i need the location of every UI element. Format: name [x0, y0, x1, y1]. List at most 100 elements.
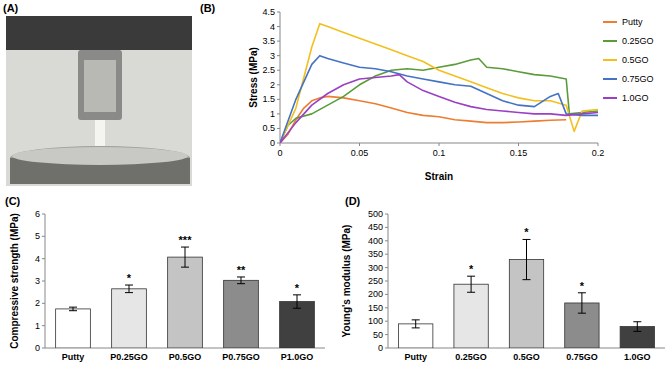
y-tick-label: 2 [35, 298, 40, 308]
y-tick-label: 450 [368, 222, 383, 232]
y-tick [42, 348, 45, 349]
error-bar [293, 295, 301, 308]
y-tick-label: 3 [270, 51, 275, 61]
y-tick-label: 400 [368, 236, 383, 246]
photo-crosshead [6, 16, 192, 50]
error-stem [526, 239, 527, 279]
y-tick [385, 334, 388, 335]
x-tick-label: 0.75GO [566, 352, 598, 362]
error-cap [69, 310, 77, 311]
error-cap [237, 283, 245, 284]
bar [112, 289, 147, 348]
y-tick-label: 300 [368, 263, 383, 273]
y-tick-label: 6 [35, 209, 40, 219]
y-axis-label: Stress (MPa) [248, 47, 259, 108]
y-tick [385, 227, 388, 228]
error-bar [237, 277, 245, 284]
y-tick [277, 26, 280, 27]
photo-platen-top [12, 147, 188, 165]
error-cap [125, 292, 133, 293]
y-tick-label: 350 [368, 249, 383, 259]
y-tick [42, 325, 45, 326]
legend-swatch [603, 97, 617, 99]
series-line [280, 56, 598, 143]
y-tick-label: 2 [270, 80, 275, 90]
legend-swatch [603, 40, 617, 42]
significance: * [127, 272, 132, 284]
legend-label: Putty [622, 17, 643, 27]
error-cap [181, 267, 189, 268]
bar [168, 257, 203, 348]
x-tick-label: P0.5GO [169, 352, 202, 362]
x-tick [359, 143, 360, 146]
error-stem [73, 307, 74, 311]
panel-label: (A) [3, 2, 19, 14]
x-axis-label: Strain [425, 171, 453, 182]
significance: * [580, 280, 585, 292]
error-stem [581, 293, 582, 313]
x-tick-label: 0.05 [351, 148, 369, 158]
error-cap [523, 239, 531, 240]
plot-area [280, 24, 598, 143]
x-tick-label: Putty [404, 352, 427, 362]
error-cap [181, 247, 189, 248]
error-cap [69, 307, 77, 308]
x-tick-label: 0.15 [510, 148, 528, 158]
x-tick-label: 0.1 [433, 148, 446, 158]
x-tick-label: Putty [62, 352, 85, 362]
y-axis [280, 12, 281, 143]
error-cap [633, 331, 641, 332]
error-cap [412, 327, 420, 328]
error-stem [471, 276, 472, 292]
y-tick [277, 99, 280, 100]
legend-swatch [603, 78, 617, 80]
error-bar [633, 322, 641, 332]
x-tick-label: 0.25GO [455, 352, 487, 362]
legend-label: 0.25GO [622, 36, 654, 46]
bar [454, 284, 488, 348]
error-stem [241, 277, 242, 284]
y-tick-label: 0 [35, 343, 40, 353]
error-cap [578, 292, 586, 293]
y-tick-label: 4 [270, 22, 275, 32]
error-cap [412, 319, 420, 320]
y-tick [385, 254, 388, 255]
bar [280, 302, 315, 348]
error-cap [523, 279, 531, 280]
y-tick-label: 1 [35, 321, 40, 331]
y-tick [385, 348, 388, 349]
y-tick [385, 294, 388, 295]
error-bar [523, 239, 531, 279]
series-line [280, 75, 598, 143]
y-tick-label: 2.5 [262, 65, 275, 75]
y-tick-label: 4.5 [262, 7, 275, 17]
bar [399, 324, 433, 348]
y-tick-label: 500 [368, 209, 383, 219]
x-tick [598, 143, 599, 146]
y-axis-label: Compressive strength (MPa) [9, 213, 20, 349]
error-cap [467, 276, 475, 277]
x-tick [439, 143, 440, 146]
x-tick-label: 0 [277, 148, 282, 158]
error-bar [69, 307, 77, 311]
error-bar [578, 293, 586, 313]
y-tick-label: 150 [368, 303, 383, 313]
y-tick [385, 240, 388, 241]
y-tick-label: 100 [368, 316, 383, 326]
x-tick-label: P0.75GO [222, 352, 260, 362]
x-tick-label: P0.25GO [110, 352, 148, 362]
y-axis-label: Young's modulus (MPa) [341, 225, 352, 338]
significance: ** [237, 264, 246, 276]
y-tick [277, 70, 280, 71]
y-tick [277, 55, 280, 56]
figure: (A)(B)00.511.522.533.544.500.050.10.150.… [0, 0, 669, 376]
legend-label: 0.5GO [622, 55, 649, 65]
y-tick-label: 200 [368, 289, 383, 299]
panel-label: (D) [345, 195, 361, 207]
error-bar [467, 276, 475, 292]
error-cap [293, 308, 301, 309]
y-tick [385, 214, 388, 215]
legend-swatch [603, 59, 617, 61]
plot-area [56, 247, 315, 348]
photo [6, 16, 192, 186]
